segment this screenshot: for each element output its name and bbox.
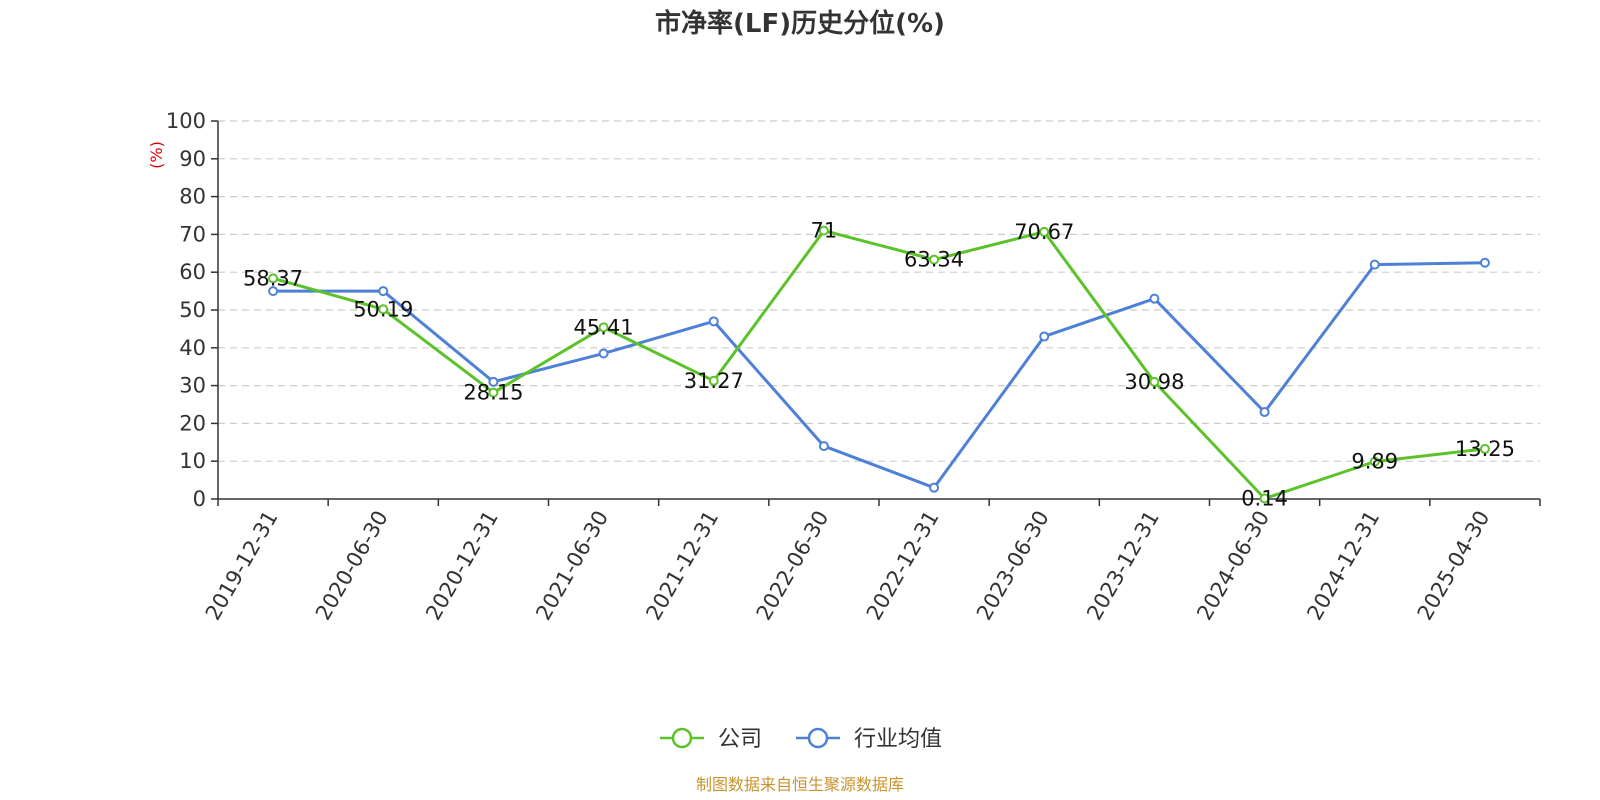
source-note: 制图数据来自恒生聚源数据库 [696, 775, 904, 794]
series-line [273, 261, 1485, 490]
y-axis-label: (%) [147, 141, 166, 169]
data-label: 50.19 [353, 297, 413, 321]
data-point[interactable] [598, 322, 609, 333]
data-point[interactable] [1369, 259, 1380, 270]
data-label: 58.37 [243, 266, 303, 290]
y-tick-label: 70 [179, 222, 206, 246]
x-tick-label: 2024-12-31 [1302, 507, 1384, 625]
data-point[interactable] [488, 387, 499, 398]
x-tick-label: 2020-12-31 [421, 506, 503, 624]
y-tick-label: 0 [193, 487, 206, 511]
series-1 [268, 257, 1490, 493]
legend: 公司 行业均值 [660, 727, 942, 752]
legend-company-label: 公司 [718, 727, 762, 752]
x-tick-label: 2023-12-31 [1082, 507, 1164, 625]
data-label: 28.15 [463, 381, 523, 405]
x-tick-label: 2020-06-30 [311, 507, 393, 625]
x-tick-label: 2021-06-30 [531, 507, 613, 625]
data-point[interactable] [1479, 443, 1490, 454]
y-tick-label: 80 [179, 185, 206, 209]
chart-title: 市净率(LF)历史分位(%) [655, 8, 945, 39]
data-point[interactable] [929, 254, 940, 265]
data-labels: 58.37 50.19 28.15 45.41 31.27 71 63.34 70.67 30.… [243, 219, 1515, 511]
data-label: 9.89 [1351, 450, 1398, 474]
series-line [272, 229, 1486, 500]
gridlines [218, 120, 1540, 462]
x-tick-label: 2022-12-31 [862, 506, 944, 624]
series-layer [268, 225, 1490, 504]
y-tick-label: 100 [166, 109, 206, 133]
y-tick-label: 10 [179, 449, 206, 473]
data-label: 71 [811, 219, 838, 243]
data-label: 63.34 [904, 248, 964, 272]
y-tick-label: 40 [179, 336, 206, 360]
data-label: 31.27 [684, 369, 744, 393]
series-0 [268, 225, 1490, 504]
x-tick-label: 2025-04-30 [1413, 507, 1495, 625]
legend-item-industry-avg[interactable]: 行业均值 [796, 727, 942, 752]
data-label: 13.25 [1455, 437, 1515, 461]
x-tick-label: 2024-06-30 [1192, 507, 1274, 625]
data-point[interactable] [1149, 376, 1160, 387]
legend-industry-label: 行业均值 [854, 727, 942, 752]
legend-company-marker [671, 727, 693, 749]
data-point[interactable] [818, 441, 829, 452]
y-tick-label: 30 [179, 374, 206, 398]
data-label: 30.98 [1124, 370, 1184, 394]
legend-item-company[interactable]: 公司 [660, 727, 762, 752]
data-point[interactable] [268, 273, 279, 284]
y-tick-label: 90 [179, 147, 206, 171]
data-point[interactable] [1039, 226, 1050, 237]
y-tick-label: 20 [179, 411, 206, 435]
data-point[interactable] [598, 348, 609, 359]
x-tick-label: 2019-12-31 [201, 507, 283, 625]
data-point[interactable] [378, 304, 389, 315]
axes: 0 10 20 30 40 50 60 70 80 90 100 2019-12-31 2020-06-… [166, 109, 1541, 625]
data-point[interactable] [488, 376, 499, 387]
y-tick-label: 60 [179, 260, 206, 284]
data-point[interactable] [818, 225, 829, 236]
data-label: 45.41 [574, 315, 634, 339]
data-point[interactable] [929, 482, 940, 493]
x-tick-label: 2021-12-31 [641, 507, 723, 625]
x-tick-label: 2023-06-30 [972, 507, 1054, 625]
data-point[interactable] [1259, 493, 1270, 504]
data-point[interactable] [1149, 293, 1160, 304]
x-tick-label: 2022-06-30 [752, 507, 834, 625]
legend-industry-marker [807, 727, 829, 749]
data-point[interactable] [1369, 456, 1380, 467]
data-label: 0.14 [1241, 486, 1288, 510]
data-point[interactable] [378, 286, 389, 297]
data-point[interactable] [268, 286, 279, 297]
data-point[interactable] [708, 375, 719, 386]
data-point[interactable] [708, 316, 719, 327]
data-point[interactable] [1479, 257, 1490, 268]
y-tick-label: 50 [179, 298, 206, 322]
data-point[interactable] [1039, 331, 1050, 342]
data-point[interactable] [1259, 407, 1270, 418]
data-label: 70.67 [1014, 220, 1074, 244]
